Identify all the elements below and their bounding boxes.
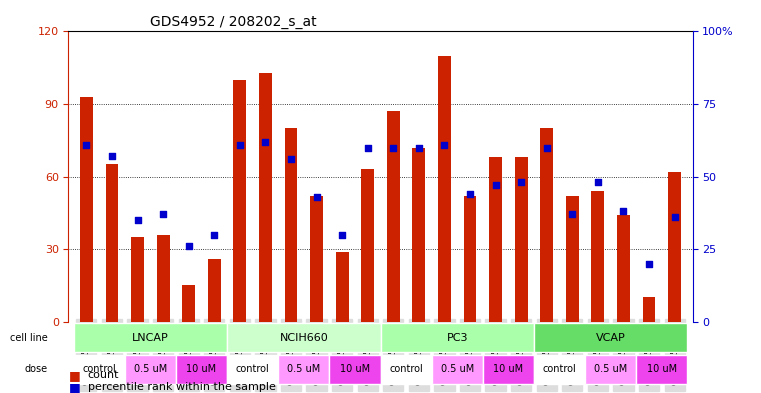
Text: count: count	[88, 370, 119, 380]
Point	[387, 144, 400, 151]
Text: NCIH660: NCIH660	[279, 332, 328, 343]
Text: 0.5 uM: 0.5 uM	[441, 364, 474, 374]
FancyBboxPatch shape	[534, 323, 687, 352]
FancyBboxPatch shape	[279, 355, 330, 384]
FancyBboxPatch shape	[125, 355, 176, 384]
FancyBboxPatch shape	[534, 355, 585, 384]
Point	[643, 261, 655, 267]
Bar	[183, 285, 195, 321]
Point	[361, 144, 374, 151]
Point	[106, 153, 118, 160]
Point	[617, 208, 629, 215]
Bar	[80, 97, 93, 321]
Text: control: control	[82, 364, 116, 374]
Text: 0.5 uM: 0.5 uM	[287, 364, 320, 374]
Bar	[489, 157, 502, 321]
Text: GDS4952 / 208202_s_at: GDS4952 / 208202_s_at	[150, 15, 317, 29]
Bar	[157, 235, 170, 321]
Text: control: control	[236, 364, 269, 374]
FancyBboxPatch shape	[330, 355, 380, 384]
Bar	[234, 80, 247, 321]
Text: 10 uM: 10 uM	[493, 364, 524, 374]
Text: control: control	[543, 364, 576, 374]
FancyBboxPatch shape	[431, 355, 482, 384]
Bar	[131, 237, 144, 321]
Text: control: control	[389, 364, 423, 374]
Bar	[463, 196, 476, 321]
Bar	[514, 157, 527, 321]
Point	[209, 231, 221, 238]
Bar	[668, 172, 681, 321]
FancyBboxPatch shape	[636, 355, 687, 384]
FancyBboxPatch shape	[74, 323, 227, 352]
FancyBboxPatch shape	[176, 355, 227, 384]
Point	[489, 182, 501, 188]
Bar	[208, 259, 221, 321]
FancyBboxPatch shape	[380, 355, 431, 384]
Bar	[566, 196, 578, 321]
Bar	[361, 169, 374, 321]
Bar	[106, 164, 119, 321]
Text: ■: ■	[68, 380, 80, 393]
FancyBboxPatch shape	[227, 323, 380, 352]
Text: ■: ■	[68, 369, 80, 382]
Text: cell line: cell line	[11, 332, 48, 343]
Text: PC3: PC3	[447, 332, 468, 343]
Point	[668, 214, 680, 220]
Point	[336, 231, 349, 238]
Bar	[259, 73, 272, 321]
Point	[540, 144, 552, 151]
Point	[157, 211, 169, 217]
Text: 10 uM: 10 uM	[647, 364, 677, 374]
Point	[464, 191, 476, 197]
Text: percentile rank within the sample: percentile rank within the sample	[88, 382, 275, 392]
Text: dose: dose	[25, 364, 48, 374]
Bar	[336, 252, 349, 321]
Point	[438, 141, 451, 148]
Bar	[540, 128, 553, 321]
Text: LNCAP: LNCAP	[132, 332, 169, 343]
Point	[310, 194, 323, 200]
Point	[132, 217, 144, 223]
Point	[412, 144, 425, 151]
FancyBboxPatch shape	[227, 355, 279, 384]
Point	[285, 156, 297, 162]
FancyBboxPatch shape	[380, 323, 534, 352]
Text: 0.5 uM: 0.5 uM	[134, 364, 167, 374]
Point	[260, 139, 272, 145]
Bar	[591, 191, 604, 321]
Point	[515, 179, 527, 185]
Point	[566, 211, 578, 217]
Bar	[285, 128, 298, 321]
FancyBboxPatch shape	[482, 355, 534, 384]
Point	[234, 141, 246, 148]
Bar	[387, 111, 400, 321]
Bar	[412, 147, 425, 321]
Bar	[642, 298, 655, 321]
Text: 0.5 uM: 0.5 uM	[594, 364, 627, 374]
Point	[183, 243, 195, 249]
FancyBboxPatch shape	[585, 355, 636, 384]
Text: 10 uM: 10 uM	[186, 364, 217, 374]
Text: VCAP: VCAP	[596, 332, 626, 343]
Bar	[617, 215, 630, 321]
Bar	[310, 196, 323, 321]
FancyBboxPatch shape	[74, 355, 125, 384]
Point	[592, 179, 604, 185]
Point	[81, 141, 93, 148]
Text: 10 uM: 10 uM	[340, 364, 370, 374]
Bar	[438, 56, 451, 321]
